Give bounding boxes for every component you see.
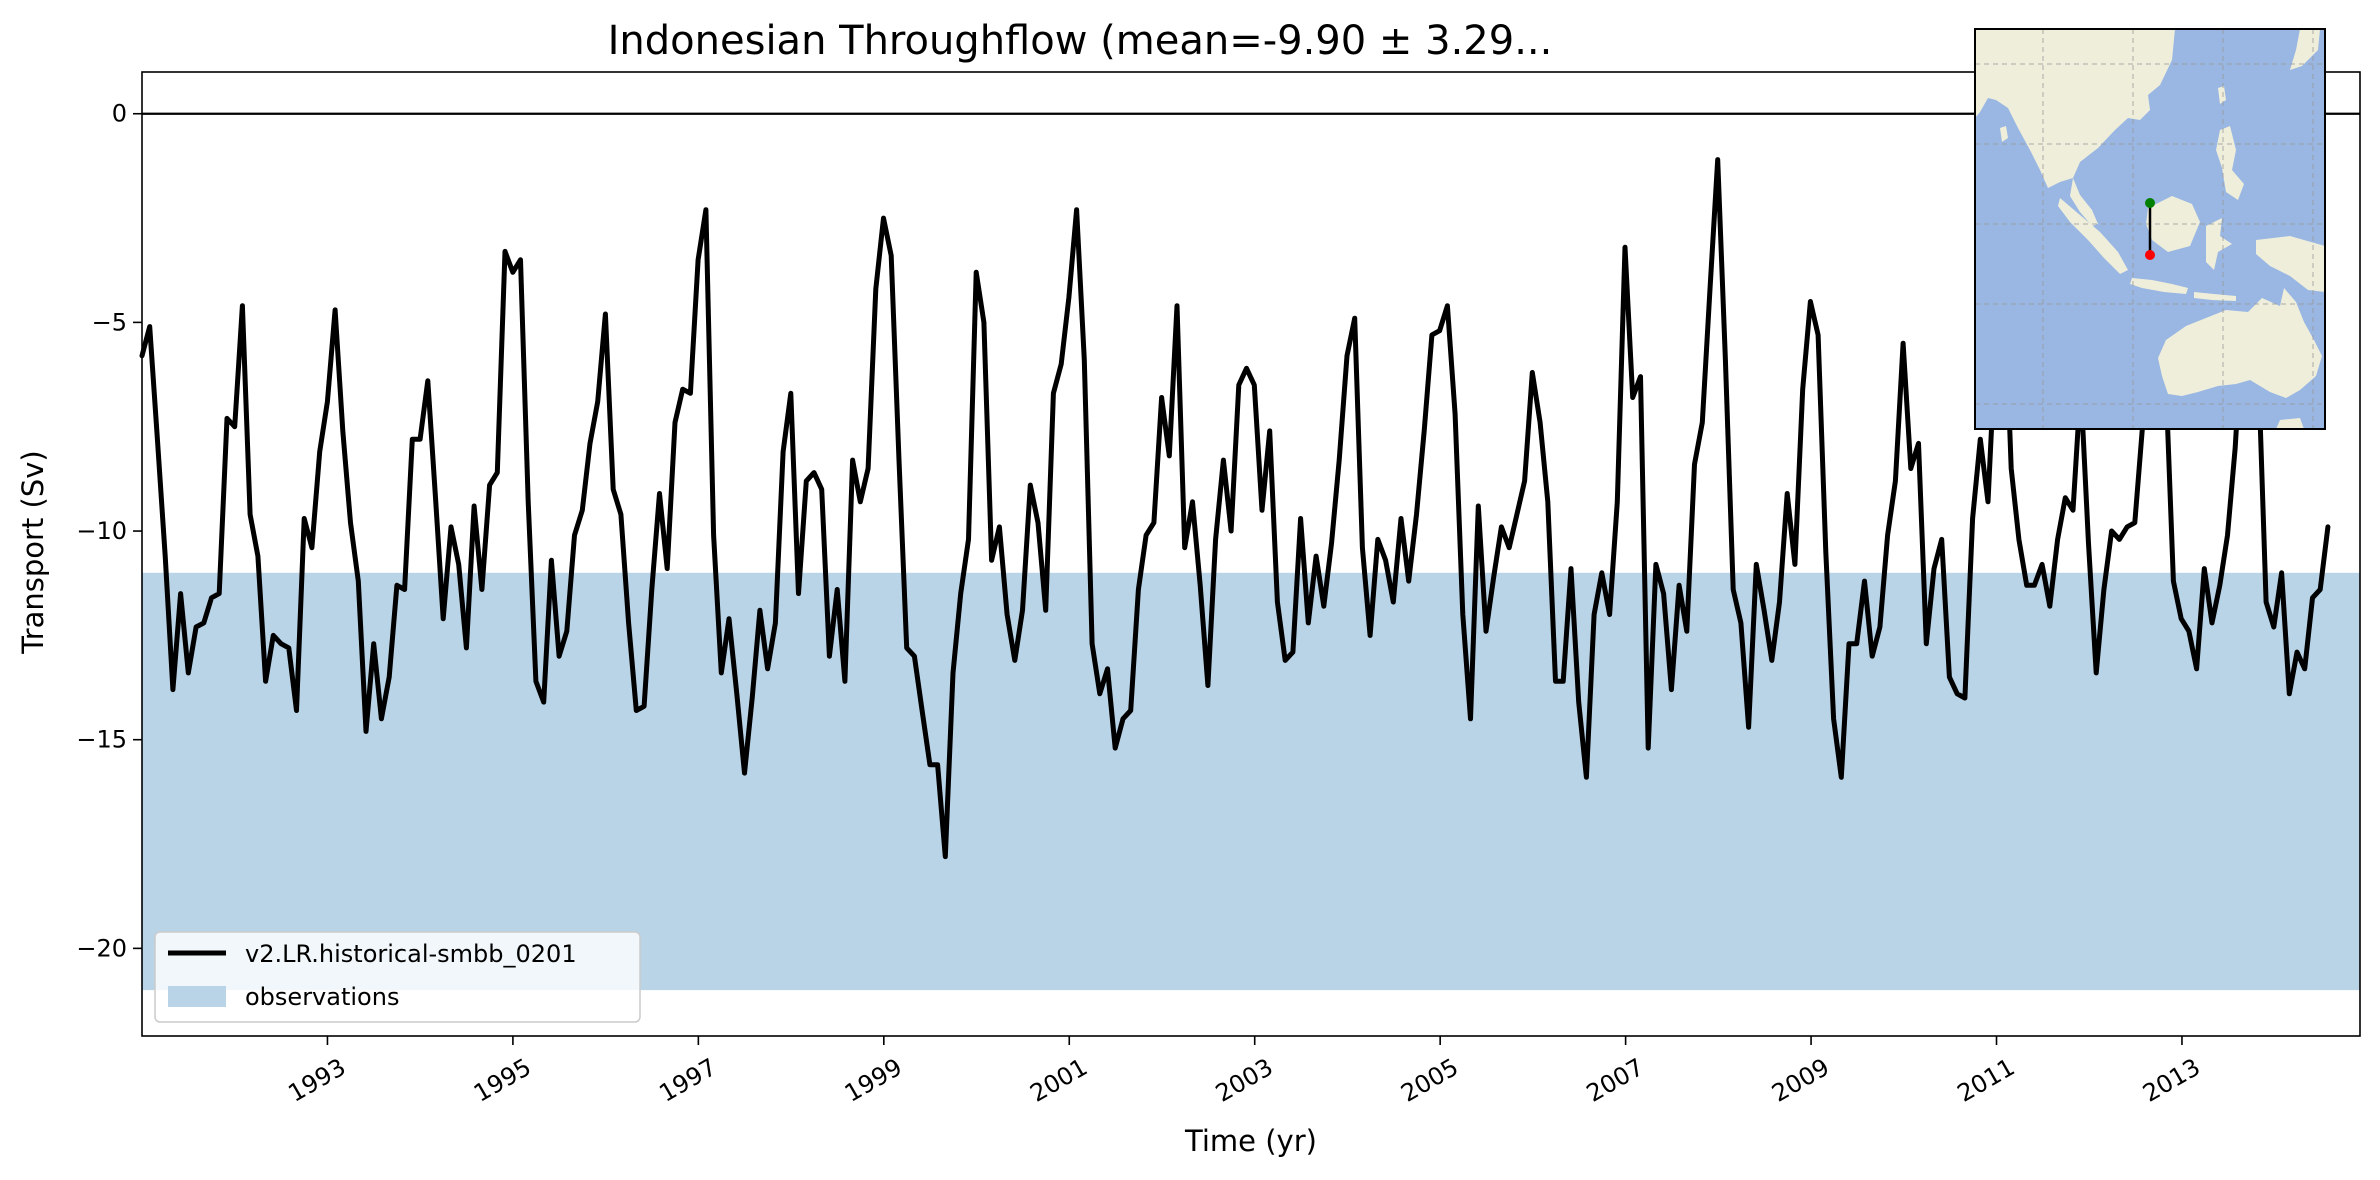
legend-box [154,931,641,1023]
inset-map [1974,28,2326,430]
y-axis-label: Transport (Sv) [16,450,50,655]
y-tick-label: −15 [76,726,127,754]
observations-band [142,572,2360,991]
map-frame [1974,28,2326,430]
legend-band-swatch [168,986,226,1007]
axes-frame [141,71,2361,1037]
y-tick-label: 0 [112,100,127,128]
legend-label-series: v2.LR.historical-smbb_0201 [245,940,577,968]
section-start-marker [2145,198,2155,208]
legend-label-observations: observations [245,983,399,1011]
legend[interactable]: v2.LR.historical-smbb_0201 observations [154,931,641,1023]
x-axis-label: Time (yr) [1184,1124,1317,1158]
plot-area [139,112,2360,991]
map-land [1975,29,2325,429]
y-tick-label: −10 [76,517,127,545]
y-tick-label: −5 [92,308,127,336]
section-end-marker [2145,250,2155,260]
series-line [139,157,2331,860]
chart-title: Indonesian Throughflow (mean=-9.90 ± 3.2… [608,18,1553,64]
y-axis-ticks: 0 −5 −10 −15 −20 [76,100,142,962]
y-tick-label: −20 [76,934,127,962]
